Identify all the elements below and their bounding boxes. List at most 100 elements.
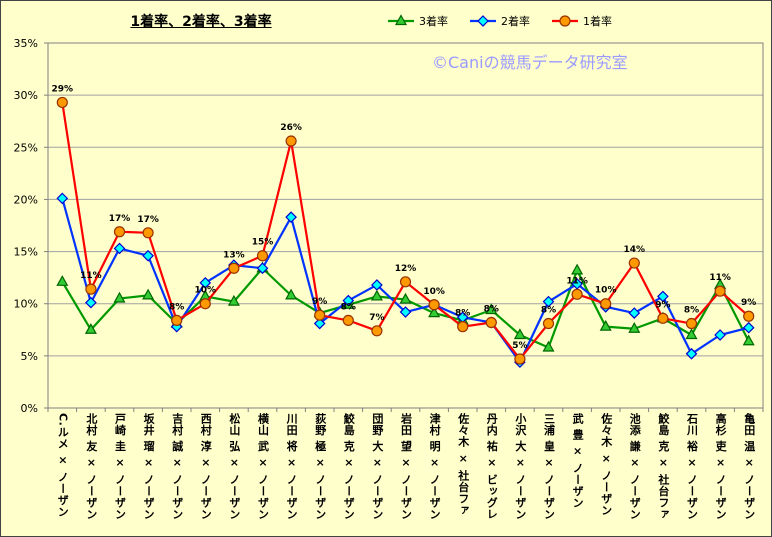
data-label: 10%	[195, 286, 217, 296]
data-point-marker	[571, 263, 584, 275]
data-point-marker	[370, 289, 383, 301]
data-point-marker	[85, 283, 97, 295]
data-label: 7%	[369, 313, 384, 323]
x-tick-label: 佐々木 × ノーザン	[599, 413, 613, 516]
data-point-marker	[256, 250, 269, 262]
data-point-marker	[628, 322, 641, 333]
data-label: 8%	[341, 302, 356, 312]
data-label: 5%	[512, 341, 527, 351]
data-point-marker	[657, 312, 669, 324]
data-point-marker	[371, 325, 383, 337]
data-point-marker	[714, 285, 726, 297]
data-point-marker	[485, 303, 498, 315]
data-label: 9%	[741, 298, 756, 308]
data-label: 8%	[541, 306, 556, 316]
data-label: 12%	[395, 264, 417, 274]
x-tick-label: 北村 友 × ノーザン	[84, 413, 98, 520]
data-label: 26%	[280, 123, 302, 133]
data-point-marker	[313, 317, 326, 330]
data-point-marker	[477, 15, 489, 27]
data-label: 10%	[595, 286, 617, 296]
data-point-marker	[571, 288, 583, 300]
data-point-marker	[542, 295, 555, 308]
x-tick-label: 戸崎 圭 × ノーザン	[113, 413, 127, 520]
x-tick-label: 西村 淳 × ノーザン	[199, 413, 213, 520]
x-tick-label: 丹内 祐 × ビッグレ	[485, 413, 499, 520]
data-point-marker	[84, 323, 97, 334]
data-label: 29%	[52, 84, 74, 94]
x-tick-label: 佐々木 × 社台ファ	[456, 413, 470, 516]
data-point-marker	[685, 328, 698, 340]
data-label: 14%	[624, 245, 646, 255]
y-tick-label: 10%	[14, 298, 38, 311]
data-point-marker	[428, 299, 440, 311]
data-label: 9%	[312, 297, 327, 307]
x-tick-label: 松山 弘 × ノーザン	[227, 413, 241, 520]
x-tick-label: 鮫島 克 × ノーザン	[342, 413, 356, 520]
data-point-marker	[513, 328, 526, 340]
data-label: 17%	[109, 214, 131, 224]
data-label: 11%	[80, 271, 102, 281]
x-tick-label: 高杉 吏 × ノーザン	[714, 413, 728, 520]
data-point-marker	[256, 262, 269, 275]
data-label: 17%	[137, 215, 159, 225]
data-label: 8%	[684, 306, 699, 316]
data-point-marker	[285, 135, 297, 147]
data-point-marker	[285, 211, 297, 224]
y-tick-label: 0%	[21, 402, 38, 415]
data-point-marker	[514, 353, 526, 365]
data-point-marker	[113, 291, 126, 303]
legend-label: 2着率	[501, 14, 530, 28]
data-point-marker	[428, 306, 441, 318]
data-label: 11%	[566, 276, 588, 286]
chart-title: 1着率、2着率、3着率	[130, 14, 272, 30]
data-label: 13%	[223, 250, 245, 260]
data-point-marker	[342, 294, 355, 307]
data-point-marker	[199, 277, 212, 289]
plot-area-frame	[47, 42, 764, 409]
data-point-marker	[685, 317, 698, 330]
y-tick-label: 20%	[14, 193, 38, 206]
data-point-marker	[285, 288, 298, 300]
data-point-marker	[600, 298, 612, 310]
data-point-marker	[742, 321, 755, 334]
x-tick-label: 吉村 誠 × ノーザン	[170, 413, 184, 520]
data-point-marker	[56, 192, 69, 205]
data-point-marker	[714, 329, 726, 341]
x-tick-label: 荻野 極 × ノーザン	[313, 413, 327, 520]
data-label: 15%	[252, 238, 274, 248]
legend-item: 1着率	[552, 14, 612, 28]
x-tick-label: 川田 将 × ノーザン	[285, 413, 299, 520]
y-tick-label: 25%	[14, 141, 38, 154]
x-tick-label: 坂井 瑠 × ノーザン	[142, 413, 156, 520]
x-tick-label: 団野 大 × ノーザン	[370, 413, 384, 520]
data-point-marker	[628, 307, 641, 319]
data-point-marker	[457, 321, 469, 333]
legend-item: 2着率	[470, 14, 530, 28]
data-point-marker	[628, 257, 640, 269]
legend-item: 3着率	[388, 14, 448, 28]
data-point-marker	[227, 294, 240, 306]
x-tick-label: 三浦 皇 × ノーザン	[542, 413, 556, 520]
y-tick-label: 15%	[14, 246, 38, 259]
data-label: 9%	[655, 300, 670, 310]
data-point-marker	[228, 262, 240, 274]
data-point-marker	[85, 296, 97, 309]
data-label: 11%	[709, 273, 731, 283]
data-labels: 29% 11% 17% 17% 8% 10% 13% 15% 26% 9% 8% 7% 12% 10% 8%…	[52, 84, 757, 351]
data-point-marker	[542, 340, 555, 352]
watermark: ©Caniの競馬データ研究室	[432, 53, 628, 72]
data-point-marker	[685, 347, 698, 360]
x-tick-label: 池添 謙 × ノーザン	[628, 413, 642, 520]
data-point-marker	[314, 309, 326, 321]
data-point-marker	[399, 276, 412, 288]
y-tick-label: 30%	[14, 89, 38, 102]
data-point-marker	[56, 96, 68, 109]
data-point-marker	[399, 306, 412, 318]
axes	[44, 42, 764, 412]
data-point-marker	[542, 317, 555, 330]
data-point-marker	[56, 275, 69, 286]
data-point-marker	[657, 290, 669, 303]
data-point-marker	[742, 334, 755, 346]
